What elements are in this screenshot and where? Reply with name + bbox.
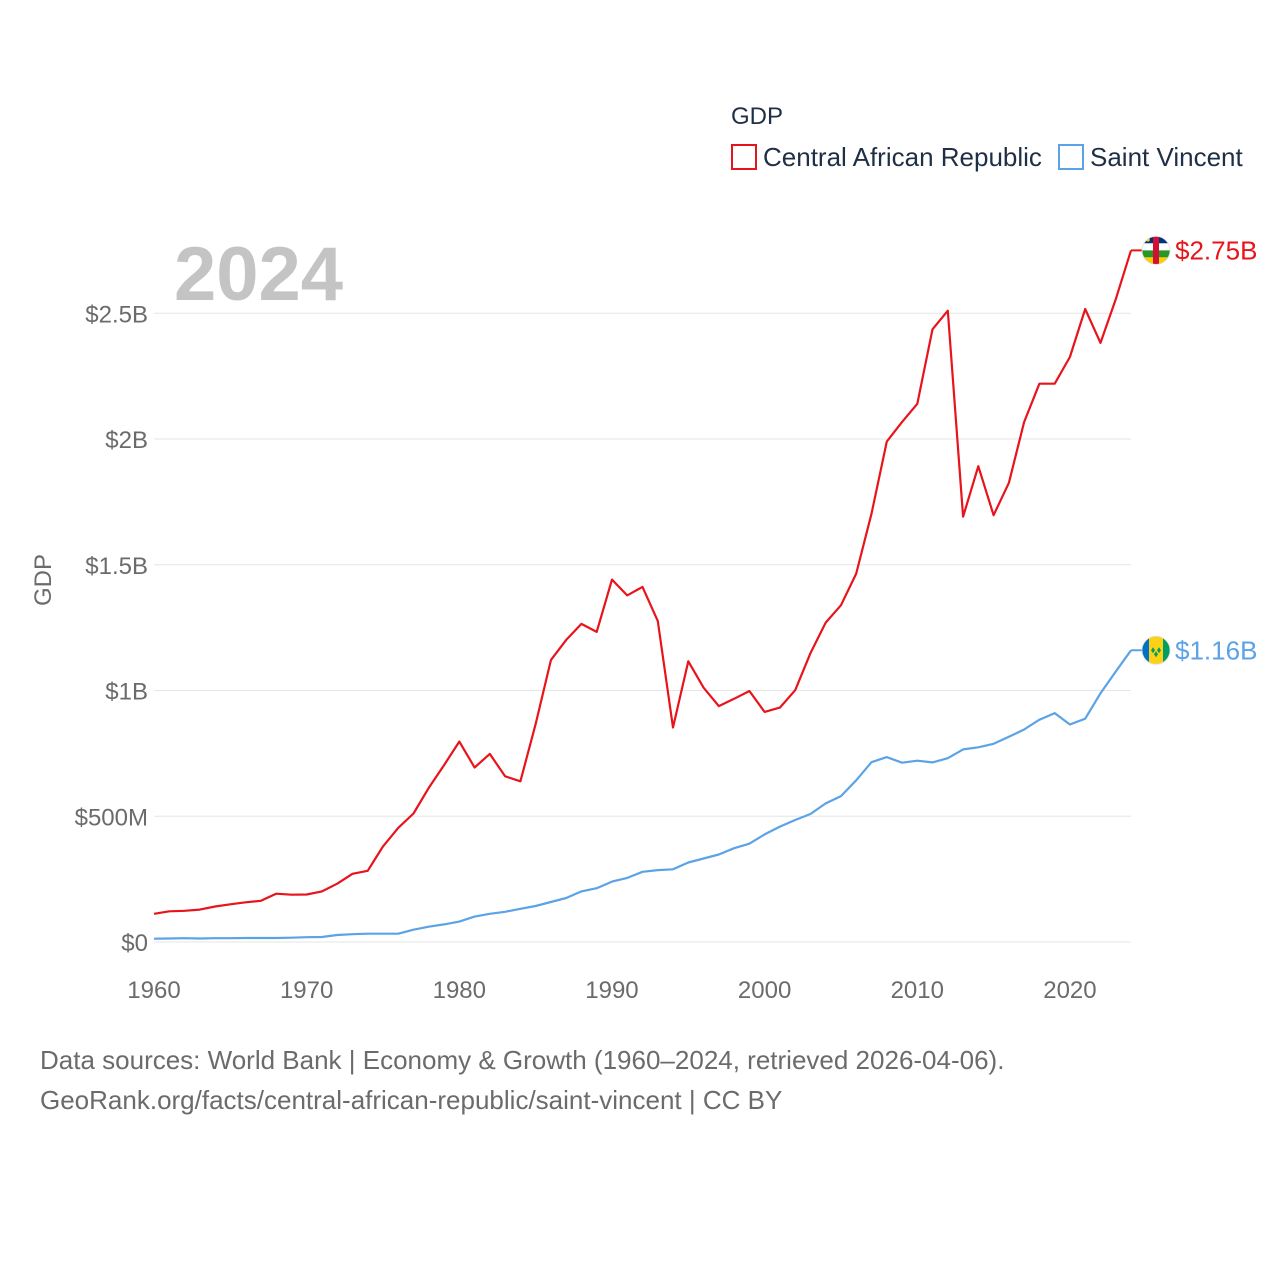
gridlines [154, 312, 1131, 943]
y-axis-tick-labels: $0 $500M $1B $1.5B $2B $2.5B [75, 301, 148, 957]
x-tick-label: 1990 [585, 977, 638, 1004]
x-tick-label: 2000 [738, 977, 791, 1004]
y-tick-label: $0 [121, 930, 148, 957]
y-tick-label: $500M [75, 804, 148, 831]
legend: GDP Central African Republic Saint Vince… [731, 103, 1244, 172]
legend-title: GDP [731, 103, 783, 130]
x-tick-label: 2010 [891, 977, 944, 1004]
x-tick-label: 2020 [1043, 977, 1096, 1004]
y-axis-title: GDP [30, 554, 57, 606]
end-value-label: $2.75B [1175, 235, 1257, 265]
series-lines [153, 250, 1133, 940]
year-watermark: 2024 [174, 232, 343, 317]
x-tick-label: 1960 [127, 977, 180, 1004]
series-line-central-african-republic [153, 250, 1133, 915]
legend-label-saint-vincent: Saint Vincent [1090, 142, 1244, 172]
y-tick-label: $1B [105, 679, 148, 706]
legend-swatch-central-african-republic [731, 144, 757, 170]
url-line: GeoRank.org/facts/central-african-republ… [40, 1085, 783, 1115]
central-african-republic-flag-icon [1141, 235, 1171, 265]
x-axis-tick-labels: 1960 1970 1980 1990 2000 2010 2020 [127, 977, 1096, 1004]
x-tick-label: 1970 [280, 977, 333, 1004]
data-sources-footer: Data sources: World Bank | Economy & Gro… [40, 1040, 1004, 1120]
x-tick-label: 1980 [433, 977, 486, 1004]
series-end-markers: $2.75B $1.16B [1131, 235, 1257, 665]
y-tick-label: $2B [105, 427, 148, 454]
legend-swatch-saint-vincent [1058, 144, 1084, 170]
saint-vincent-flag-icon [1141, 635, 1171, 665]
end-value-label: $1.16B [1175, 635, 1257, 665]
legend-label-central-african-republic: Central African Republic [763, 142, 1042, 172]
y-tick-label: $2.5B [85, 301, 148, 328]
series-line-saint-vincent [153, 649, 1132, 940]
y-tick-label: $1.5B [85, 553, 148, 580]
sources-line: Data sources: World Bank | Economy & Gro… [40, 1045, 1005, 1075]
